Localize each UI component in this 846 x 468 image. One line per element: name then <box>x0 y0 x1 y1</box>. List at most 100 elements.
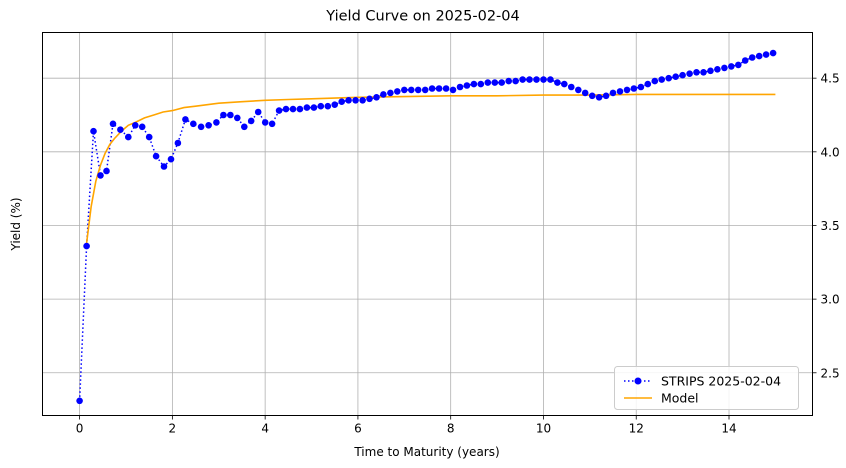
strips-point <box>167 155 175 163</box>
strips-point <box>526 76 533 83</box>
strips-point <box>138 123 146 131</box>
grid <box>42 32 813 416</box>
strips-point <box>182 116 189 123</box>
strips-point <box>132 122 139 129</box>
strips-point <box>686 70 693 77</box>
strips-point <box>463 82 471 89</box>
y-tick-label: 4.5 <box>821 72 840 86</box>
strips-point <box>484 79 492 86</box>
strips-point <box>477 80 485 88</box>
strips-point <box>227 111 234 119</box>
strips-point <box>380 91 387 98</box>
strips-point <box>470 80 478 88</box>
strips-point <box>435 85 443 92</box>
strips-point <box>394 88 401 95</box>
strips-point <box>282 105 290 113</box>
strips-point <box>623 86 631 94</box>
strips-point <box>547 76 554 83</box>
x-tick-label: 2 <box>169 422 177 436</box>
strips-point <box>205 122 212 129</box>
strips-point <box>665 74 672 82</box>
strips-point <box>588 92 596 100</box>
legend-box <box>614 366 799 410</box>
series-layer <box>76 49 777 405</box>
legend-model-label: Model <box>661 391 699 406</box>
strips-point <box>103 167 110 175</box>
model-series-line <box>85 93 776 244</box>
strips-point <box>90 127 97 135</box>
strips-point <box>700 69 707 76</box>
strips-point <box>275 107 283 114</box>
x-axis: 0 2 4 6 8 10 12 14 <box>76 415 737 436</box>
strips-point <box>707 67 714 75</box>
strips-point <box>109 120 117 128</box>
strips-point <box>359 97 366 104</box>
strips-point <box>213 119 220 126</box>
strips-point <box>679 71 686 79</box>
strips-point <box>310 104 318 111</box>
legend: STRIPS 2025-02-04 Model <box>614 366 799 410</box>
x-tick-label: 14 <box>721 422 736 436</box>
strips-point <box>769 49 777 57</box>
strips-point <box>117 126 124 133</box>
strips-point <box>190 120 197 128</box>
legend-strips-label: STRIPS 2025-02-04 <box>661 374 781 389</box>
y-tick-label: 3.0 <box>821 293 840 307</box>
strips-point <box>693 69 700 76</box>
strips-point <box>616 88 624 95</box>
x-axis-label: Time to Maturity (years) <box>353 445 499 459</box>
y-axis: 2.5 3.0 3.5 4.0 4.5 <box>812 72 840 380</box>
strips-point <box>644 80 652 88</box>
strips-point <box>442 85 450 92</box>
strips-point <box>76 397 83 405</box>
x-tick-label: 10 <box>536 422 551 436</box>
strips-point <box>762 51 770 58</box>
strips-point <box>254 108 262 116</box>
strips-point <box>672 73 679 80</box>
strips-point <box>338 98 346 105</box>
strips-point <box>145 133 153 141</box>
x-tick-label: 0 <box>76 422 84 436</box>
strips-point <box>401 86 408 94</box>
strips-point <box>519 76 526 83</box>
strips-point <box>533 76 540 83</box>
strips-point <box>387 89 394 97</box>
strips-point <box>498 79 506 86</box>
x-tick-label: 4 <box>261 422 269 436</box>
strips-point <box>714 66 721 73</box>
strips-point <box>234 114 241 122</box>
legend-strips-marker <box>634 377 642 385</box>
strips-point <box>174 139 182 147</box>
strips-point <box>658 76 665 83</box>
strips-point <box>630 85 638 92</box>
strips-point <box>505 77 512 85</box>
strips-point <box>125 133 132 141</box>
y-tick-label: 2.5 <box>821 366 840 380</box>
strips-point <box>197 123 205 131</box>
strips-point <box>735 61 742 69</box>
strips-point <box>595 94 603 101</box>
strips-point <box>83 242 90 250</box>
strips-point <box>331 101 339 108</box>
strips-point <box>728 63 735 70</box>
strips-point <box>152 152 160 160</box>
strips-point <box>602 92 610 100</box>
strips-point <box>97 172 104 179</box>
y-axis-label: Yield (%) <box>9 197 23 251</box>
y-tick-label: 4.0 <box>821 145 840 159</box>
strips-point <box>241 123 248 131</box>
strips-point <box>428 85 436 92</box>
strips-point <box>366 95 373 103</box>
x-tick-label: 12 <box>629 422 644 436</box>
strips-point <box>755 52 763 60</box>
strips-point <box>540 76 547 83</box>
strips-point <box>247 117 255 125</box>
strips-point <box>651 77 659 85</box>
y-tick-label: 3.5 <box>821 219 840 233</box>
strips-point <box>637 83 645 91</box>
strips-point <box>575 86 582 94</box>
strips-point <box>609 89 617 97</box>
strips-point <box>414 86 422 94</box>
strips-point <box>554 79 561 86</box>
strips-point <box>721 64 728 72</box>
